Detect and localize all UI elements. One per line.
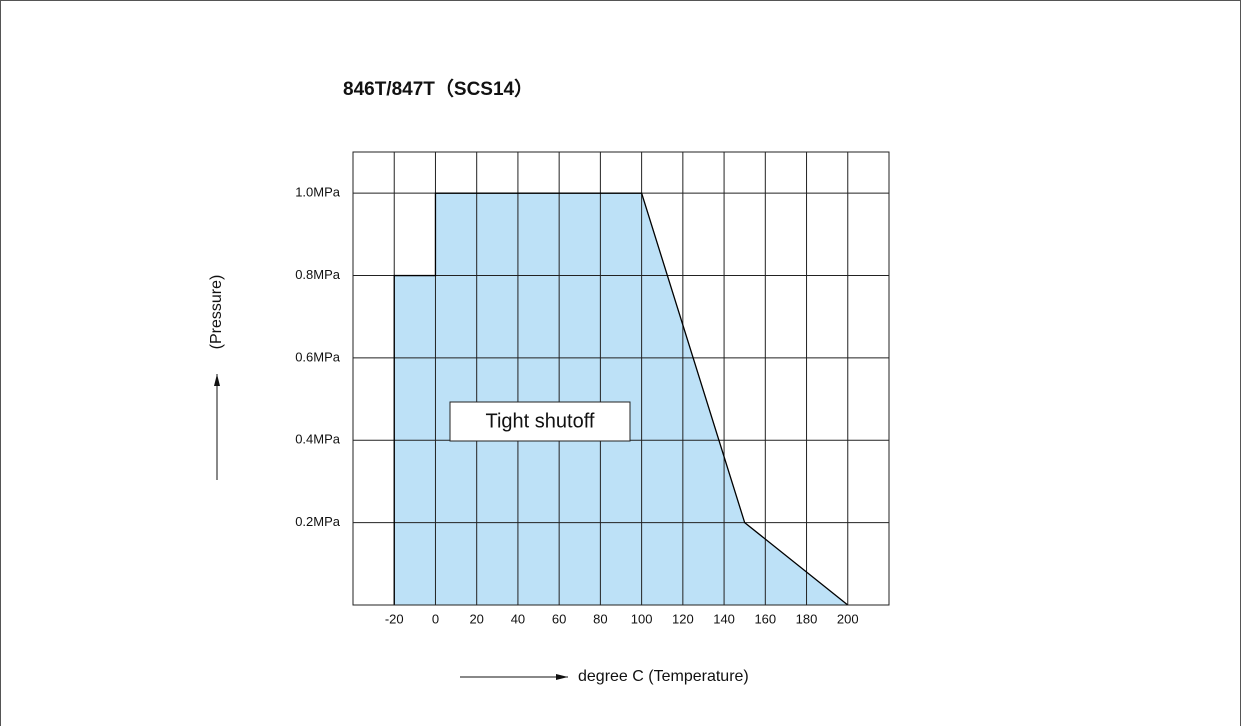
area <box>394 193 848 605</box>
x-tick-label: 180 <box>796 611 818 626</box>
y-tick-label: 0.2MPa <box>295 514 341 529</box>
x-tick-label: 120 <box>672 611 694 626</box>
x-axis-label: degree C (Temperature) <box>578 668 749 685</box>
x-tick-label: 160 <box>754 611 776 626</box>
y-tick-label: 0.8MPa <box>295 267 341 282</box>
x-tick-label: 40 <box>511 611 525 626</box>
area-outline <box>393 192 849 606</box>
plot-border <box>352 151 890 606</box>
annotation-box <box>449 401 631 442</box>
y-axis-label: (Pressure) <box>208 275 225 350</box>
x-tick-label: 0 <box>432 611 439 626</box>
x-tick-label: 140 <box>713 611 735 626</box>
y-tick-label: 1.0MPa <box>295 185 341 200</box>
x-tick-label: 60 <box>552 611 566 626</box>
annotation: Tight shutoff <box>486 410 595 432</box>
x-tick-label: 20 <box>469 611 483 626</box>
x-arrow-head <box>556 674 568 680</box>
y-tick-label: 0.4MPa <box>295 432 341 447</box>
x-tick-label: -20 <box>385 611 404 626</box>
x-tick-label: 80 <box>593 611 607 626</box>
y-arrow-head <box>214 374 220 386</box>
x-tick-label: 100 <box>631 611 653 626</box>
x-tick-label: 200 <box>837 611 859 626</box>
y-tick-label: 0.6MPa <box>295 349 341 364</box>
chart-title: 846T/847T（SCS14） <box>343 77 533 100</box>
